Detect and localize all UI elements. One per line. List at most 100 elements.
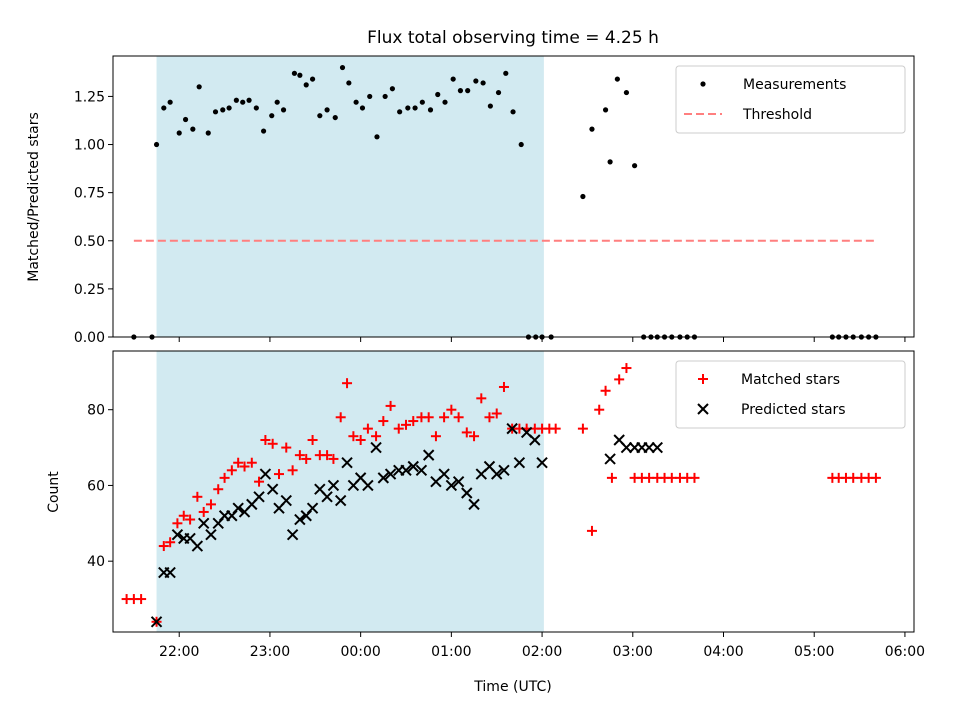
y-axis-label-top: Matched/Predicted stars — [26, 112, 42, 282]
data-point — [446, 404, 457, 415]
data-point — [536, 457, 548, 469]
data-point — [408, 416, 419, 427]
x-b — [327, 479, 340, 492]
data-point — [452, 475, 465, 488]
data-point — [689, 472, 700, 483]
data-point — [371, 431, 382, 442]
legend: Matched stars Predicted stars — [675, 360, 906, 429]
data-point — [136, 594, 147, 605]
x-tick-label: 01:00 — [431, 644, 471, 660]
data-point — [397, 109, 403, 115]
legend-label: Threshold — [742, 107, 812, 123]
y-tick-label: 0.50 — [74, 234, 105, 250]
x-b — [520, 426, 533, 439]
data-point — [327, 479, 340, 492]
data-point — [226, 105, 232, 111]
data-point — [510, 109, 516, 115]
data-point — [529, 434, 541, 446]
data-point — [445, 479, 458, 492]
data-point — [405, 105, 411, 111]
data-point — [260, 128, 267, 134]
x-b — [643, 441, 655, 454]
data-point — [506, 422, 518, 435]
data-point — [393, 423, 404, 434]
data-point — [377, 472, 390, 484]
data-point — [280, 494, 292, 507]
plot-frame — [112, 55, 915, 338]
data-point — [291, 70, 298, 76]
legend-marker-x-b — [697, 403, 709, 415]
data-point — [185, 514, 196, 525]
data-point — [267, 438, 278, 449]
x-tick-label: 02:00 — [522, 644, 562, 660]
data-point — [400, 464, 412, 476]
data-point — [430, 431, 441, 442]
data-point — [161, 105, 167, 111]
data-point — [321, 491, 333, 503]
data-point — [457, 88, 464, 94]
x-tick-label: 23:00 — [250, 644, 290, 660]
data-point — [274, 99, 280, 105]
data-point — [317, 113, 323, 119]
x-b — [341, 457, 353, 469]
data-point — [370, 441, 382, 454]
data-point — [346, 80, 352, 86]
data-point — [334, 494, 347, 507]
data-point — [382, 93, 388, 100]
legend-box — [675, 360, 906, 429]
y-tick-label: 1.00 — [74, 138, 105, 154]
data-point — [286, 528, 299, 541]
data-point — [324, 107, 330, 113]
x-tick-label: 22:00 — [159, 644, 199, 660]
data-point — [389, 86, 395, 92]
x-b — [438, 468, 450, 480]
data-point — [287, 465, 298, 476]
chart-title: Flux total observing time = 4.25 h — [367, 28, 659, 48]
data-point — [427, 107, 434, 113]
data-point — [332, 114, 338, 121]
data-point — [465, 88, 471, 94]
data-point — [164, 566, 176, 579]
data-point — [484, 412, 495, 423]
x-b — [171, 528, 184, 541]
data-point — [213, 484, 224, 495]
y-tick-label: 0.75 — [74, 186, 105, 202]
data-point — [220, 107, 226, 113]
data-point — [335, 412, 346, 423]
legend-box — [675, 65, 906, 134]
legend-label: Predicted stars — [741, 402, 846, 418]
data-point — [491, 408, 502, 419]
x-b — [613, 434, 625, 446]
x-b — [150, 616, 163, 628]
data-point — [274, 469, 285, 480]
data-point — [435, 91, 441, 98]
x-b — [468, 498, 480, 511]
data-point — [480, 80, 486, 86]
y-axis-label-bottom: Count — [46, 471, 62, 513]
x-b — [407, 460, 419, 473]
data-point — [577, 423, 588, 434]
x-b — [604, 453, 616, 465]
data-point — [297, 72, 303, 78]
y-tick-label: 1.25 — [74, 89, 105, 105]
x-b — [498, 464, 510, 476]
data-point — [153, 141, 160, 148]
data-point — [503, 70, 509, 76]
x-b — [452, 475, 465, 488]
data-point — [198, 506, 209, 517]
data-point — [190, 126, 196, 132]
data-point — [219, 472, 230, 483]
x-b — [422, 449, 435, 461]
data-point — [632, 163, 638, 169]
x-b — [164, 566, 176, 579]
data-point — [594, 404, 605, 415]
data-point — [419, 99, 425, 105]
y-tick-label: 80 — [87, 403, 105, 419]
legend-marker-dot — [700, 81, 706, 87]
data-point — [620, 441, 633, 454]
y-tick-label: 40 — [87, 554, 105, 570]
x-b — [286, 528, 299, 541]
x-b — [513, 457, 526, 469]
data-point — [401, 419, 412, 430]
x-b — [506, 422, 518, 435]
